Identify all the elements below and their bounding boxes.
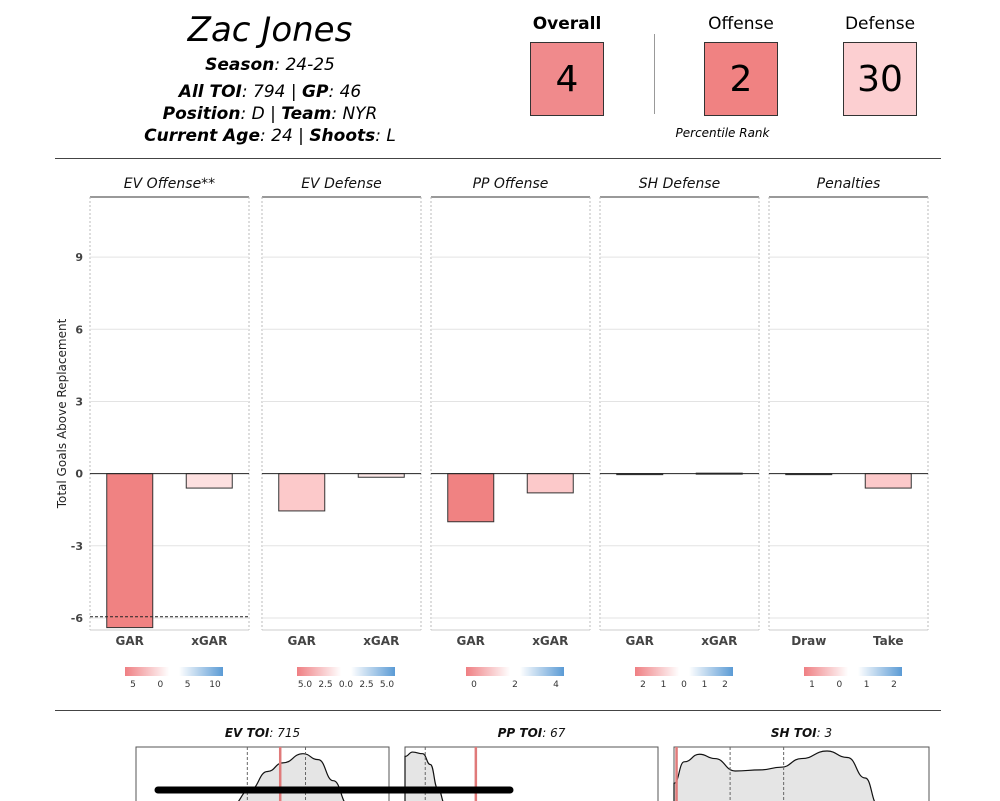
season-value: : 24-25 xyxy=(274,55,335,75)
facet-ev-defense: EV Defense GAR xGAR 5.0 2.5 0.0 2.5 5.0 xyxy=(261,176,422,690)
color-scale-tick: 4 xyxy=(553,680,559,690)
y-tick-label: -3 xyxy=(71,540,83,553)
color-scale-tick: 5 xyxy=(130,680,136,690)
color-scale-tick: 2 xyxy=(891,680,897,690)
toi-label: All TOI xyxy=(178,82,242,102)
bar-gar xyxy=(106,473,154,629)
category-label: xGAR xyxy=(532,634,568,648)
bar-gar xyxy=(447,473,495,523)
facet-title: PP Offense xyxy=(473,176,549,192)
shoots-label: Shoots xyxy=(309,126,376,146)
y-tick-label: 0 xyxy=(75,468,83,481)
color-scale-tick: 1 xyxy=(864,680,870,690)
y-tick-label: 9 xyxy=(75,251,83,264)
toi-panel-sh: SH TOI: 3 xyxy=(673,726,930,801)
color-scale-bar xyxy=(125,667,223,676)
season-line: Season: 24-25 xyxy=(120,55,420,75)
toi-panel-title: SH TOI: 3 xyxy=(771,726,832,740)
team-value: : NYR xyxy=(331,104,378,124)
toi-density-chart: EV TOI: 715 PP TOI: 67 SH TOI: 3 xyxy=(135,726,930,801)
y-tick-label: 3 xyxy=(75,395,83,408)
facet-title: EV Defense xyxy=(301,176,382,192)
color-scale-bar xyxy=(297,667,395,676)
section-divider xyxy=(55,710,941,711)
player-name: Zac Jones xyxy=(187,10,353,50)
toi-panel-title: EV TOI: 715 xyxy=(225,726,300,740)
toi-panel-title: PP TOI: 67 xyxy=(498,726,566,740)
team-label: Team xyxy=(281,104,332,124)
color-scale-tick: 5 xyxy=(185,680,191,690)
category-label: Take xyxy=(873,634,904,648)
color-scale-tick: 0 xyxy=(471,680,477,690)
density-curve xyxy=(673,750,876,801)
category-label: xGAR xyxy=(701,634,737,648)
category-label: xGAR xyxy=(191,634,227,648)
bar-xgar xyxy=(526,473,574,494)
facet-pp-offense: PP Offense GAR xGAR 0 2 4 xyxy=(430,176,591,690)
position-value: : D | xyxy=(240,104,282,124)
category-label: GAR xyxy=(116,634,144,648)
category-label: GAR xyxy=(288,634,316,648)
overall-label: Overall xyxy=(532,14,602,34)
percentile-rank-label: Percentile Rank xyxy=(675,126,770,140)
age-label: Current Age xyxy=(144,126,260,146)
bar-gar xyxy=(278,473,326,512)
category-label: GAR xyxy=(626,634,654,648)
color-scale-tick: 1 xyxy=(661,680,667,690)
facet-title: Penalties xyxy=(817,176,881,192)
toi-panel-frame xyxy=(673,746,930,801)
y-tick-label: 6 xyxy=(75,323,83,336)
season-label: Season xyxy=(205,55,275,75)
age-line: Current Age: 24 | Shoots: L xyxy=(120,126,420,146)
rank-divider xyxy=(654,34,655,114)
y-axis-label: Total Goals Above Replacement xyxy=(55,318,69,509)
offense-label: Offense xyxy=(708,14,774,34)
color-scale-tick: 2 xyxy=(722,680,728,690)
position-label: Position xyxy=(162,104,241,124)
color-scale-tick: 0 xyxy=(157,680,163,690)
category-label: xGAR xyxy=(363,634,399,648)
shoots-value: : L xyxy=(375,126,396,146)
facet-title: SH Defense xyxy=(639,176,721,192)
header-divider xyxy=(55,158,941,159)
color-scale-bar xyxy=(804,667,902,676)
color-scale-tick: 0 xyxy=(681,680,687,690)
color-scale-tick: 0.0 xyxy=(339,680,354,690)
color-scale-tick: 5.0 xyxy=(380,680,395,690)
facet-sh-defense: SH Defense GAR xGAR 2 1 0 1 2 xyxy=(599,176,760,690)
age-value: : 24 | xyxy=(260,126,310,146)
facet-penalties: Penalties Draw Take 1 0 1 2 xyxy=(768,176,929,690)
color-scale-tick: 2 xyxy=(640,680,646,690)
overall-rank-box: 4 xyxy=(530,42,604,116)
color-scale-tick: 2.5 xyxy=(359,680,373,690)
color-scale-bar xyxy=(635,667,733,676)
bar-xgar xyxy=(185,473,233,489)
color-scale-tick: 0 xyxy=(836,680,842,690)
gp-label: GP xyxy=(302,82,329,102)
toi-panel-frame xyxy=(135,746,390,801)
facet-title: EV Offense** xyxy=(124,176,215,192)
facet-ev-offense: EV Offense** GAR xGAR 5 0 5 10 xyxy=(89,176,250,690)
category-label: GAR xyxy=(457,634,485,648)
color-scale-bar xyxy=(466,667,564,676)
color-scale-tick: 5.0 xyxy=(298,680,313,690)
category-label: Draw xyxy=(791,634,826,648)
density-curve xyxy=(237,753,345,801)
y-tick-label: -6 xyxy=(71,612,84,625)
color-scale-tick: 2.5 xyxy=(318,680,332,690)
color-scale-tick: 2 xyxy=(512,680,518,690)
position-line: Position: D | Team: NYR xyxy=(120,104,420,124)
color-scale-tick: 1 xyxy=(702,680,708,690)
toi-value: : 794 | xyxy=(241,82,303,102)
bar-xgar xyxy=(357,473,405,478)
toi-line: All TOI: 794 | GP: 46 xyxy=(120,82,420,102)
defense-rank-box: 30 xyxy=(843,42,917,116)
gar-bar-chart: Total Goals Above Replacement -6 -3 0 3 6 9 EV … xyxy=(55,176,929,690)
color-scale-tick: 10 xyxy=(209,680,221,690)
offense-rank-box: 2 xyxy=(704,42,778,116)
defense-label: Defense xyxy=(844,14,916,34)
gp-value: : 46 xyxy=(328,82,362,102)
color-scale-tick: 1 xyxy=(809,680,815,690)
bar-take xyxy=(864,473,912,489)
